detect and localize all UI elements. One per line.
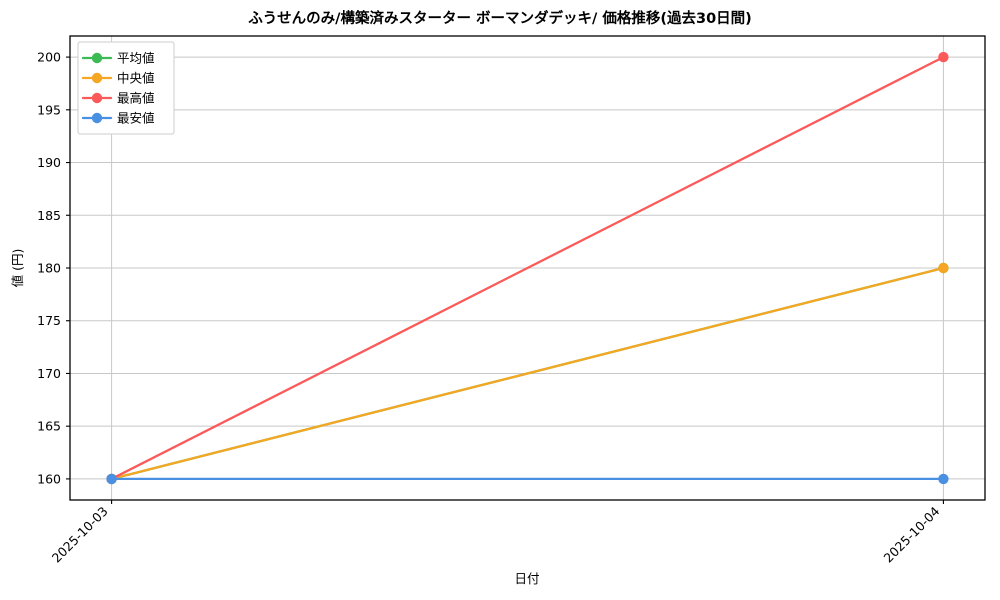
legend-marker-icon (91, 52, 103, 64)
y-tick-label: 185 (37, 208, 61, 223)
legend-item-3[interactable]: 最高値 (81, 91, 155, 106)
legend-item-label: 最高値 (117, 91, 155, 106)
y-tick-label: 175 (37, 313, 61, 328)
data-point (938, 473, 949, 485)
legend-item-label: 最安値 (117, 111, 155, 126)
y-axis-label: 値 (円) (10, 249, 25, 288)
y-tick-label: 190 (37, 155, 61, 170)
data-point (106, 473, 117, 485)
legend-item-4[interactable]: 最安値 (81, 111, 155, 126)
series-line (110, 266, 945, 481)
y-tick-label: 180 (37, 261, 61, 276)
y-tick-label: 160 (37, 471, 61, 486)
series-line (110, 55, 945, 481)
legend-item-1[interactable]: 平均値 (81, 51, 155, 66)
legend-item-label: 平均値 (117, 51, 155, 66)
legend-item-2[interactable]: 中央値 (81, 71, 155, 86)
x-axis-label: 日付 (514, 571, 539, 586)
series-4 (106, 473, 949, 485)
legend-marker-icon (91, 112, 103, 124)
y-axis-ticks: 160 165 170 175 180 185 190 195 200 (37, 50, 70, 486)
legend-background (77, 41, 175, 135)
legend-marker-icon (91, 92, 103, 104)
data-point (938, 262, 949, 274)
legend-marker-icon (91, 72, 103, 84)
chart-title: ふうせんのみ/構築済みスターター ボーマンダデッキ/ 価格推移(過去30日間) (248, 9, 752, 27)
y-tick-label: 195 (37, 102, 61, 117)
data-series-layer (106, 51, 949, 485)
y-tick-label: 200 (37, 50, 61, 65)
data-point (938, 51, 949, 63)
y-tick-label: 165 (37, 419, 61, 434)
legend-item-label: 中央値 (117, 71, 155, 86)
y-tick-label: 170 (37, 366, 61, 381)
